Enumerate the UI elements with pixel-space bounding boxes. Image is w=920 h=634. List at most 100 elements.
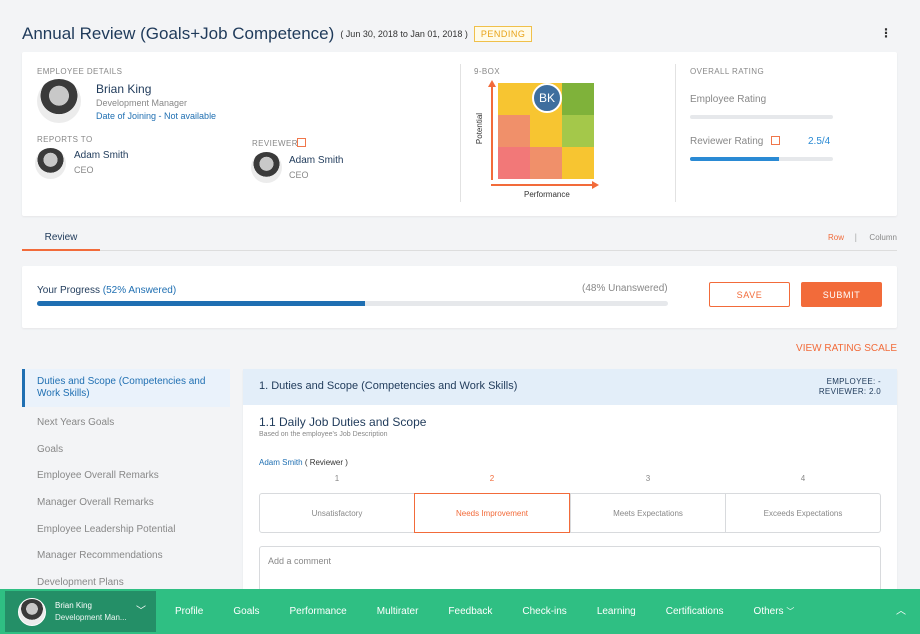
employee-score: EMPLOYEE: -: [826, 377, 881, 386]
employee-name: Brian King: [96, 82, 152, 96]
reviewer-title: CEO: [289, 170, 309, 180]
manager-avatar: [35, 148, 66, 179]
nav-certifications[interactable]: Certifications: [665, 606, 724, 617]
potential-axis: [491, 86, 493, 180]
divider: [460, 64, 461, 202]
tab-bar: Review Row | Column: [22, 227, 897, 251]
user-name: Brian King: [55, 601, 92, 610]
reviewer-rating-label: Reviewer Rating: [690, 136, 764, 147]
submit-button[interactable]: SUBMIT: [801, 282, 882, 307]
progress-card: Your Progress (52% Answered) (48% Unansw…: [22, 266, 897, 328]
reviewer-label: REVIEWER: [252, 139, 298, 148]
nav-profile[interactable]: Profile: [175, 606, 204, 617]
ninebox-cell: [562, 83, 594, 115]
chevron-down-icon: ﹀: [786, 607, 795, 616]
rating-option-2[interactable]: 2 Needs Improvement: [414, 474, 570, 533]
question-subtitle: Based on the employee's Job Description: [259, 431, 388, 438]
ninebox-cell: [530, 147, 562, 179]
nav-others[interactable]: Others ﹀: [754, 606, 795, 617]
review-period: ( Jun 30, 2018 to Jan 01, 2018 ): [340, 29, 468, 39]
page-title: Annual Review (Goals+Job Competence): [22, 24, 335, 43]
ninebox-cell: [562, 147, 594, 179]
status-badge: PENDING: [473, 26, 533, 42]
reviewer-rating-bar: [690, 157, 833, 161]
rating-option-1[interactable]: 1 Unsatisfactory: [260, 474, 414, 532]
save-button[interactable]: SAVE: [709, 282, 790, 307]
sidebar-item-development-plans[interactable]: Development Plans: [37, 576, 124, 588]
employee-joining-date: Date of Joining - Not available: [96, 111, 217, 121]
ninebox-marker[interactable]: BK: [532, 83, 562, 113]
ninebox-cell: [498, 147, 530, 179]
view-column-toggle[interactable]: Column: [869, 233, 897, 242]
view-row-toggle[interactable]: Row: [827, 233, 844, 242]
nav-others-label: Others: [753, 606, 784, 617]
view-rating-scale-link[interactable]: VIEW RATING SCALE: [796, 343, 897, 354]
reviewer-avatar: [251, 152, 282, 183]
reviewer-score: REVIEWER: 2.0: [818, 387, 881, 396]
sidebar-item-employee-remarks[interactable]: Employee Overall Remarks: [37, 470, 159, 482]
arrow-right-icon: [592, 181, 599, 189]
sidebar-item-manager-recommendations[interactable]: Manager Recommendations: [37, 550, 163, 562]
ninebox-cell: [498, 115, 530, 147]
rater-role: ( Reviewer ): [304, 458, 348, 467]
question-title: 1.1 Daily Job Duties and Scope: [259, 415, 427, 429]
option-number: 4: [800, 474, 806, 483]
rating-option-4[interactable]: 4 Exceeds Expectations: [725, 474, 880, 532]
sidebar-item-leadership-potential[interactable]: Employee Leadership Potential: [37, 523, 176, 535]
nav-check-ins[interactable]: Check-ins: [522, 606, 567, 617]
comment-input[interactable]: Add a comment: [259, 546, 881, 594]
performance-axis: [491, 184, 595, 186]
ninebox-label: 9-BOX: [474, 67, 501, 76]
reviewer-rating-value: 2.5/4: [808, 136, 831, 147]
nav-performance[interactable]: Performance: [289, 606, 347, 617]
nav-learning[interactable]: Learning: [596, 606, 636, 617]
ninebox-cell: [562, 115, 594, 147]
employee-title: Development Manager: [96, 98, 188, 108]
reports-to-label: REPORTS TO: [37, 135, 93, 144]
progress-bar: [37, 301, 668, 306]
chevron-down-icon: ﹀: [136, 606, 146, 617]
user-switcher[interactable]: Brian King Development Man... ﹀: [5, 591, 156, 632]
nav-multirater[interactable]: Multirater: [376, 606, 419, 617]
performance-label: Performance: [524, 190, 570, 199]
sidebar-item-next-years-goals[interactable]: Next Years Goals: [37, 416, 115, 428]
employee-summary-card: EMPLOYEE DETAILS Brian King Development …: [22, 52, 897, 216]
option-label: Exceeds Expectations: [763, 508, 843, 518]
chevron-up-icon[interactable]: ︿: [896, 606, 906, 617]
progress-answered: (52% Answered): [102, 285, 177, 296]
option-number: 2: [489, 474, 495, 483]
nav-goals[interactable]: Goals: [233, 606, 260, 617]
option-number: 3: [645, 474, 651, 483]
sidebar-item-duties[interactable]: Duties and Scope (Competencies and Work …: [22, 369, 230, 407]
section-header: 1. Duties and Scope (Competencies and Wo…: [243, 369, 897, 405]
employee-details-label: EMPLOYEE DETAILS: [37, 67, 123, 76]
user-role: Development Man...: [55, 613, 127, 622]
arrow-up-icon: [488, 80, 496, 87]
overall-rating-label: OVERALL RATING: [690, 67, 765, 76]
sidebar-item-goals[interactable]: Goals: [37, 443, 64, 455]
rater-line: Adam Smith ( Reviewer ): [259, 458, 348, 467]
rating-option-3[interactable]: 3 Meets Expectations: [570, 474, 725, 532]
progress-unanswered: (48% Unanswered): [582, 283, 668, 294]
reviewer-name[interactable]: Adam Smith: [289, 155, 344, 166]
employee-rating-bar: [690, 115, 833, 119]
bottom-nav: Brian King Development Man... ﹀ Profile …: [0, 589, 920, 634]
nav-items: Profile Goals Performance Multirater Fee…: [160, 589, 809, 634]
employee-rating-label: Employee Rating: [690, 94, 767, 105]
external-link-icon[interactable]: [297, 138, 306, 147]
rating-options: 1 Unsatisfactory 2 Needs Improvement 3 Meet…: [259, 474, 881, 533]
option-label: Meets Expectations: [613, 508, 683, 518]
potential-label: Potential: [475, 112, 485, 145]
manager-title: CEO: [74, 165, 94, 175]
kebab-menu-icon[interactable]: ⋮: [880, 26, 892, 40]
sidebar-item-manager-remarks[interactable]: Manager Overall Remarks: [37, 496, 154, 508]
nav-feedback[interactable]: Feedback: [448, 606, 493, 617]
section-scores: EMPLOYEE: - REVIEWER: 2.0: [819, 377, 881, 397]
external-link-icon[interactable]: [771, 136, 780, 145]
rater-name[interactable]: Adam Smith: [259, 458, 303, 467]
manager-name[interactable]: Adam Smith: [74, 150, 129, 161]
tab-review[interactable]: Review: [22, 227, 100, 251]
ninebox-cell: [498, 83, 530, 115]
option-number: 1: [334, 474, 340, 483]
option-label: Unsatisfactory: [311, 508, 363, 518]
